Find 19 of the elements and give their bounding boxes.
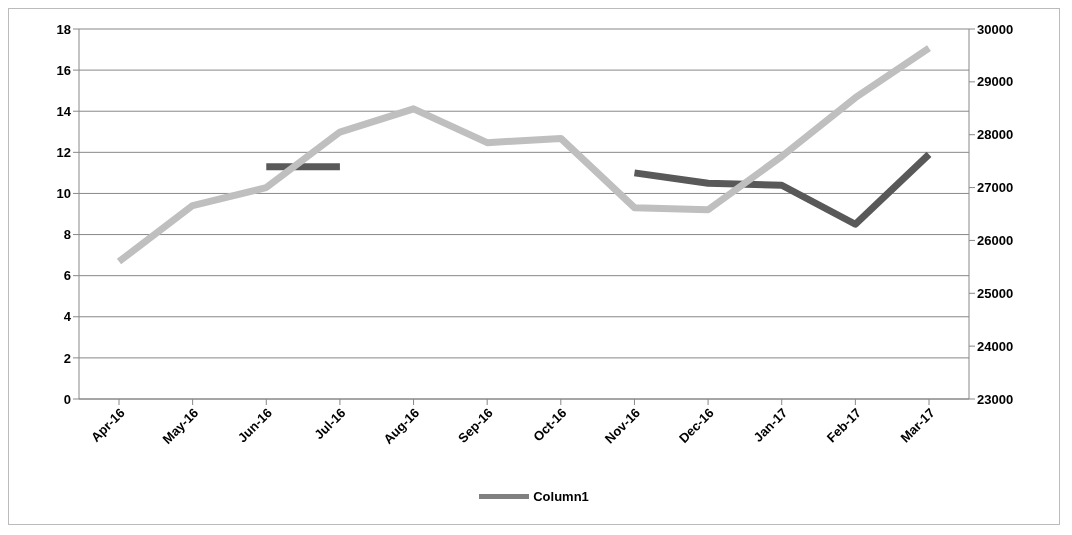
y-tick-label: 0 bbox=[63, 391, 71, 407]
y-tick-label: 16 bbox=[56, 62, 71, 78]
y-tick-label: 10 bbox=[56, 186, 71, 202]
y2-tick-label: 28000 bbox=[977, 127, 1014, 143]
y2-tick-label: 30000 bbox=[977, 21, 1014, 37]
y2-tick-label: 25000 bbox=[977, 285, 1014, 301]
y-tick-label: 4 bbox=[63, 309, 72, 325]
y-tick-label: 2 bbox=[63, 350, 71, 366]
legend-label: Column1 bbox=[532, 489, 589, 504]
y-tick-label: 18 bbox=[56, 21, 71, 37]
y-tick-label: 8 bbox=[63, 227, 71, 243]
y2-tick-label: 23000 bbox=[977, 391, 1014, 407]
y2-tick-label: 24000 bbox=[977, 338, 1014, 354]
y-tick-label: 14 bbox=[56, 103, 72, 119]
y2-tick-label: 27000 bbox=[977, 180, 1014, 196]
y-tick-label: 12 bbox=[56, 144, 71, 160]
y2-tick-label: 29000 bbox=[977, 74, 1014, 90]
y2-tick-label: 26000 bbox=[977, 233, 1014, 249]
y-tick-label: 6 bbox=[63, 268, 71, 284]
